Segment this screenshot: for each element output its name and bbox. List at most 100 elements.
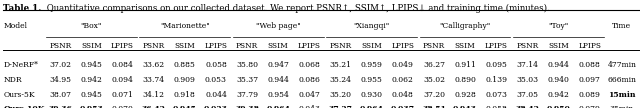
Text: SSIM: SSIM bbox=[548, 42, 569, 50]
Text: PSNR: PSNR bbox=[330, 42, 351, 50]
Text: 34.12: 34.12 bbox=[143, 91, 164, 99]
Text: SSIM: SSIM bbox=[175, 42, 195, 50]
Text: 0.942: 0.942 bbox=[81, 76, 102, 84]
Text: 0.890: 0.890 bbox=[454, 76, 476, 84]
Text: LPIPS: LPIPS bbox=[484, 42, 508, 50]
Text: SSIM: SSIM bbox=[81, 42, 102, 50]
Text: 33.74: 33.74 bbox=[143, 76, 164, 84]
Text: 0.071: 0.071 bbox=[111, 91, 134, 99]
Text: 0.942: 0.942 bbox=[547, 91, 570, 99]
Text: 39.36: 39.36 bbox=[49, 105, 72, 108]
Text: 0.950: 0.950 bbox=[547, 105, 570, 108]
Text: 37.02: 37.02 bbox=[49, 61, 71, 69]
Text: Ours-5K: Ours-5K bbox=[3, 91, 35, 99]
Text: 35.37: 35.37 bbox=[236, 76, 258, 84]
Text: 0.084: 0.084 bbox=[111, 61, 134, 69]
Text: 0.089: 0.089 bbox=[579, 91, 600, 99]
Text: LPIPS: LPIPS bbox=[298, 42, 321, 50]
Text: Table 1.: Table 1. bbox=[3, 4, 42, 13]
Text: LPIPS: LPIPS bbox=[111, 42, 134, 50]
Text: 0.047: 0.047 bbox=[298, 91, 320, 99]
Text: PSNR: PSNR bbox=[49, 42, 71, 50]
Text: 34.95: 34.95 bbox=[49, 76, 71, 84]
Text: 38.51: 38.51 bbox=[422, 105, 446, 108]
Text: PSNR: PSNR bbox=[236, 42, 258, 50]
Text: 0.139: 0.139 bbox=[485, 76, 507, 84]
Text: 0.070: 0.070 bbox=[111, 105, 134, 108]
Text: LPIPS: LPIPS bbox=[391, 42, 414, 50]
Text: NDR: NDR bbox=[3, 76, 22, 84]
Text: PSNR: PSNR bbox=[143, 42, 164, 50]
Text: 0.062: 0.062 bbox=[392, 76, 413, 84]
Text: 0.088: 0.088 bbox=[579, 61, 600, 69]
Text: Time: Time bbox=[612, 22, 632, 30]
Text: 0.909: 0.909 bbox=[174, 76, 196, 84]
Text: 33.62: 33.62 bbox=[143, 61, 164, 69]
Text: 37.27: 37.27 bbox=[328, 105, 353, 108]
Text: 0.058: 0.058 bbox=[485, 105, 507, 108]
Text: 0.037: 0.037 bbox=[390, 105, 415, 108]
Text: 15min: 15min bbox=[608, 91, 636, 99]
Text: 0.945: 0.945 bbox=[173, 105, 196, 108]
Text: 0.953: 0.953 bbox=[79, 105, 103, 108]
Text: PSNR: PSNR bbox=[516, 42, 538, 50]
Text: 0.048: 0.048 bbox=[392, 91, 413, 99]
Text: 0.058: 0.058 bbox=[205, 61, 227, 69]
Text: "Marionette": "Marionette" bbox=[160, 22, 210, 30]
Text: "Web page": "Web page" bbox=[256, 22, 301, 30]
Text: 0.911: 0.911 bbox=[454, 61, 476, 69]
Text: 0.940: 0.940 bbox=[547, 76, 570, 84]
Text: 39.38: 39.38 bbox=[235, 105, 259, 108]
Text: 0.049: 0.049 bbox=[392, 61, 413, 69]
Text: 0.964: 0.964 bbox=[360, 105, 383, 108]
Text: 0.885: 0.885 bbox=[174, 61, 196, 69]
Text: 35min: 35min bbox=[610, 105, 634, 108]
Text: 0.947: 0.947 bbox=[268, 61, 289, 69]
Text: 35.03: 35.03 bbox=[516, 76, 538, 84]
Text: "Toy": "Toy" bbox=[548, 22, 568, 30]
Text: 37.14: 37.14 bbox=[516, 61, 538, 69]
Text: Quantitative comparisons on our collected dataset. We report PSNR↑, SSIM↑, LPIPS: Quantitative comparisons on our collecte… bbox=[44, 4, 549, 13]
Text: 0.094: 0.094 bbox=[111, 76, 134, 84]
Text: 666min: 666min bbox=[607, 76, 636, 84]
Text: SSIM: SSIM bbox=[268, 42, 289, 50]
Text: 0.079: 0.079 bbox=[579, 105, 600, 108]
Text: 0.944: 0.944 bbox=[547, 61, 570, 69]
Text: 0.955: 0.955 bbox=[361, 76, 383, 84]
Text: 0.959: 0.959 bbox=[361, 61, 383, 69]
Text: 35.24: 35.24 bbox=[330, 76, 351, 84]
Text: 35.21: 35.21 bbox=[330, 61, 351, 69]
Text: 35.20: 35.20 bbox=[330, 91, 351, 99]
Text: Ours-10K: Ours-10K bbox=[3, 105, 45, 108]
Text: LPIPS: LPIPS bbox=[204, 42, 227, 50]
Text: 0.097: 0.097 bbox=[579, 76, 600, 84]
Text: 0.944: 0.944 bbox=[268, 76, 289, 84]
Text: LPIPS: LPIPS bbox=[578, 42, 601, 50]
Text: 0.043: 0.043 bbox=[298, 105, 321, 108]
Text: 0.086: 0.086 bbox=[298, 76, 320, 84]
Text: 0.945: 0.945 bbox=[81, 91, 102, 99]
Text: 0.095: 0.095 bbox=[485, 61, 507, 69]
Text: 477min: 477min bbox=[607, 61, 636, 69]
Text: 0.044: 0.044 bbox=[205, 91, 227, 99]
Text: 0.023: 0.023 bbox=[204, 105, 228, 108]
Text: 37.79: 37.79 bbox=[236, 91, 258, 99]
Text: 0.964: 0.964 bbox=[266, 105, 290, 108]
Text: SSIM: SSIM bbox=[361, 42, 382, 50]
Text: 0.930: 0.930 bbox=[360, 91, 383, 99]
Text: 0.943: 0.943 bbox=[453, 105, 477, 108]
Text: 0.954: 0.954 bbox=[268, 91, 289, 99]
Text: Model: Model bbox=[3, 22, 27, 30]
Text: 0.918: 0.918 bbox=[174, 91, 196, 99]
Text: 36.27: 36.27 bbox=[423, 61, 445, 69]
Text: 35.02: 35.02 bbox=[423, 76, 445, 84]
Text: 0.945: 0.945 bbox=[81, 61, 102, 69]
Text: 37.05: 37.05 bbox=[516, 91, 538, 99]
Text: 35.80: 35.80 bbox=[236, 61, 258, 69]
Text: "Xiangqi": "Xiangqi" bbox=[353, 22, 390, 30]
Text: "Calligraphy": "Calligraphy" bbox=[440, 22, 491, 30]
Text: PSNR: PSNR bbox=[423, 42, 445, 50]
Text: 38.42: 38.42 bbox=[515, 105, 540, 108]
Text: 37.20: 37.20 bbox=[423, 91, 445, 99]
Text: 0.053: 0.053 bbox=[205, 76, 227, 84]
